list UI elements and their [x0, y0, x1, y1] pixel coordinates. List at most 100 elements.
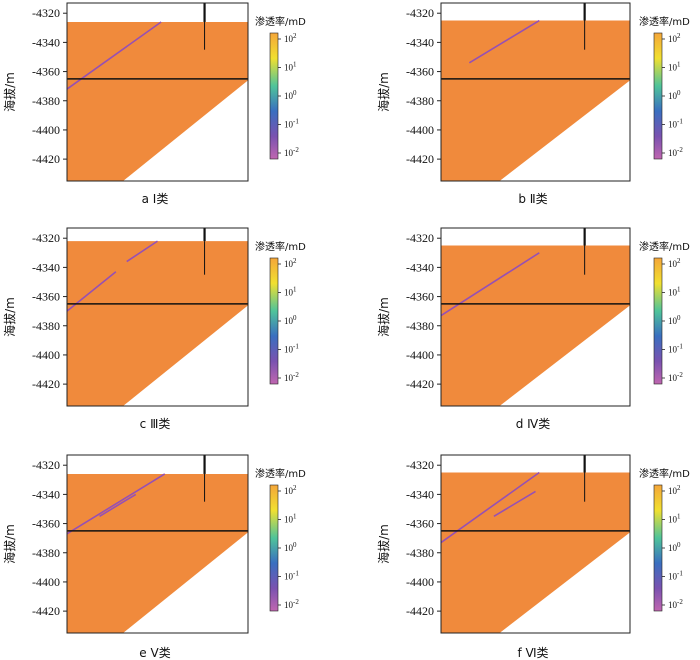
- y-tick-label: -4320: [32, 6, 60, 20]
- colorbar-tick-label: 10-2: [668, 146, 683, 158]
- colorbar: [269, 32, 279, 160]
- colorbar-tick-label: 101: [284, 286, 297, 298]
- y-tick-label: -4320: [32, 231, 60, 245]
- colorbar-tick-label: 102: [284, 484, 297, 496]
- y-axis-label: 海拔/m: [376, 72, 391, 112]
- y-tick-label: -4340: [406, 35, 434, 49]
- plot-frame: [440, 454, 631, 634]
- fracture-line: [66, 21, 162, 90]
- colorbar-tick-label: 102: [284, 32, 297, 44]
- y-axis-label: 海拔/m: [2, 524, 17, 564]
- y-tick-label: -4400: [406, 123, 434, 137]
- fracture-line: [66, 473, 166, 535]
- colorbar-tick-label: 10-1: [284, 343, 299, 355]
- panel-d: -4320 -4340 -4360 -4380 -4400 -4420 海拔/m d Ⅳ类 渗透…: [376, 227, 690, 431]
- colorbar-tick-label: 10-2: [284, 146, 299, 158]
- y-tick-label: -4400: [32, 348, 60, 362]
- panel-f: -4320 -4340 -4360 -4380 -4400 -4420 海拔/m f Ⅵ类 渗透…: [376, 454, 690, 660]
- colorbar-tick-label: 102: [668, 484, 681, 496]
- panel-caption: b Ⅱ类: [518, 192, 547, 206]
- y-tick-label: -4400: [406, 348, 434, 362]
- colorbar-title: 渗透率/mD: [639, 15, 690, 28]
- colorbar-tick-label: 10-1: [668, 343, 683, 355]
- colorbar-tick-label: 100: [668, 89, 681, 101]
- y-tick-label: -4380: [32, 546, 60, 560]
- y-axis-label: 海拔/m: [376, 524, 391, 564]
- y-tick-label: -4360: [406, 65, 434, 79]
- panel-caption: a Ⅰ类: [142, 192, 169, 206]
- y-axis-label: 海拔/m: [2, 297, 17, 337]
- panel-e: -4320 -4340 -4360 -4380 -4400 -4420 海拔/m e Ⅴ类 渗透…: [2, 454, 306, 660]
- y-tick-label: -4380: [32, 319, 60, 333]
- y-tick-label: -4380: [406, 94, 434, 108]
- y-tick-label: -4320: [32, 458, 60, 472]
- colorbar-tick-label: 101: [284, 61, 297, 73]
- panel-a: -4320 -4340 -4360 -4380 -4400 -4420 海拔/m a Ⅰ类 渗透…: [2, 2, 306, 206]
- reservoir-body: [67, 473, 248, 633]
- y-tick-label: -4320: [406, 6, 434, 20]
- panel-caption: c Ⅲ类: [140, 417, 171, 431]
- y-tick-label: -4360: [406, 290, 434, 304]
- y-tick-label: -4420: [406, 377, 434, 391]
- y-tick-label: -4320: [406, 458, 434, 472]
- colorbar: [653, 484, 663, 612]
- y-tick-label: -4420: [32, 604, 60, 618]
- colorbar-tick-label: 10-1: [284, 118, 299, 130]
- fracture-line: [440, 252, 540, 317]
- plot-frame: [66, 454, 249, 634]
- y-tick-label: -4320: [406, 231, 434, 245]
- colorbar-tick-label: 100: [668, 314, 681, 326]
- reservoir-body: [67, 241, 248, 406]
- reservoir-body: [67, 21, 248, 182]
- fracture-line: [126, 240, 158, 263]
- fracture-line: [468, 19, 540, 64]
- colorbar-title: 渗透率/mD: [639, 240, 690, 253]
- panel-c: -4320 -4340 -4360 -4380 -4400 -4420 海拔/m c Ⅲ类 渗透…: [2, 227, 306, 431]
- colorbar: [653, 257, 663, 385]
- y-tick-label: -4340: [406, 260, 434, 274]
- colorbar-title: 渗透率/mD: [639, 467, 690, 480]
- y-tick-label: -4360: [32, 290, 60, 304]
- colorbar-tick-label: 100: [668, 541, 681, 553]
- panel-b: -4320 -4340 -4360 -4380 -4400 -4420 海拔/m b Ⅱ类 渗透…: [376, 2, 690, 206]
- y-axis-label: 海拔/m: [2, 72, 17, 112]
- colorbar-tick-label: 101: [668, 286, 681, 298]
- plot-frame: [440, 227, 631, 407]
- colorbar-tick-label: 101: [668, 61, 681, 73]
- panel-caption: e Ⅴ类: [139, 646, 170, 660]
- colorbar: [269, 484, 279, 612]
- fracture-line: [99, 493, 137, 517]
- colorbar-tick-label: 101: [668, 513, 681, 525]
- y-tick-label: -4360: [32, 65, 60, 79]
- y-tick-label: -4340: [406, 487, 434, 501]
- y-tick-label: -4400: [32, 575, 60, 589]
- y-tick-label: -4420: [32, 152, 60, 166]
- y-tick-label: -4400: [406, 575, 434, 589]
- panel-caption: d Ⅳ类: [516, 417, 551, 431]
- colorbar-title: 渗透率/mD: [255, 240, 306, 253]
- colorbar-tick-label: 10-1: [668, 570, 683, 582]
- plot-frame: [440, 2, 631, 182]
- y-tick-label: -4380: [406, 546, 434, 560]
- colorbar-tick-label: 100: [284, 541, 297, 553]
- y-tick-label: -4420: [32, 377, 60, 391]
- panel-caption: f Ⅵ类: [517, 646, 548, 660]
- colorbar-tick-label: 100: [284, 314, 297, 326]
- colorbar-tick-label: 10-2: [284, 598, 299, 610]
- fracture-line: [493, 490, 536, 517]
- y-tick-label: -4420: [406, 152, 434, 166]
- colorbar-tick-label: 102: [284, 257, 297, 269]
- colorbar-title: 渗透率/mD: [255, 15, 306, 28]
- y-tick-label: -4420: [406, 604, 434, 618]
- y-tick-label: -4340: [32, 35, 60, 49]
- y-tick-label: -4380: [406, 319, 434, 333]
- colorbar: [653, 32, 663, 160]
- y-axis-label: 海拔/m: [376, 297, 391, 337]
- y-tick-label: -4380: [32, 94, 60, 108]
- y-tick-label: -4340: [32, 260, 60, 274]
- colorbar-tick-label: 100: [284, 89, 297, 101]
- colorbar-tick-label: 10-1: [284, 570, 299, 582]
- colorbar-title: 渗透率/mD: [255, 467, 306, 480]
- reservoir-body: [441, 472, 630, 633]
